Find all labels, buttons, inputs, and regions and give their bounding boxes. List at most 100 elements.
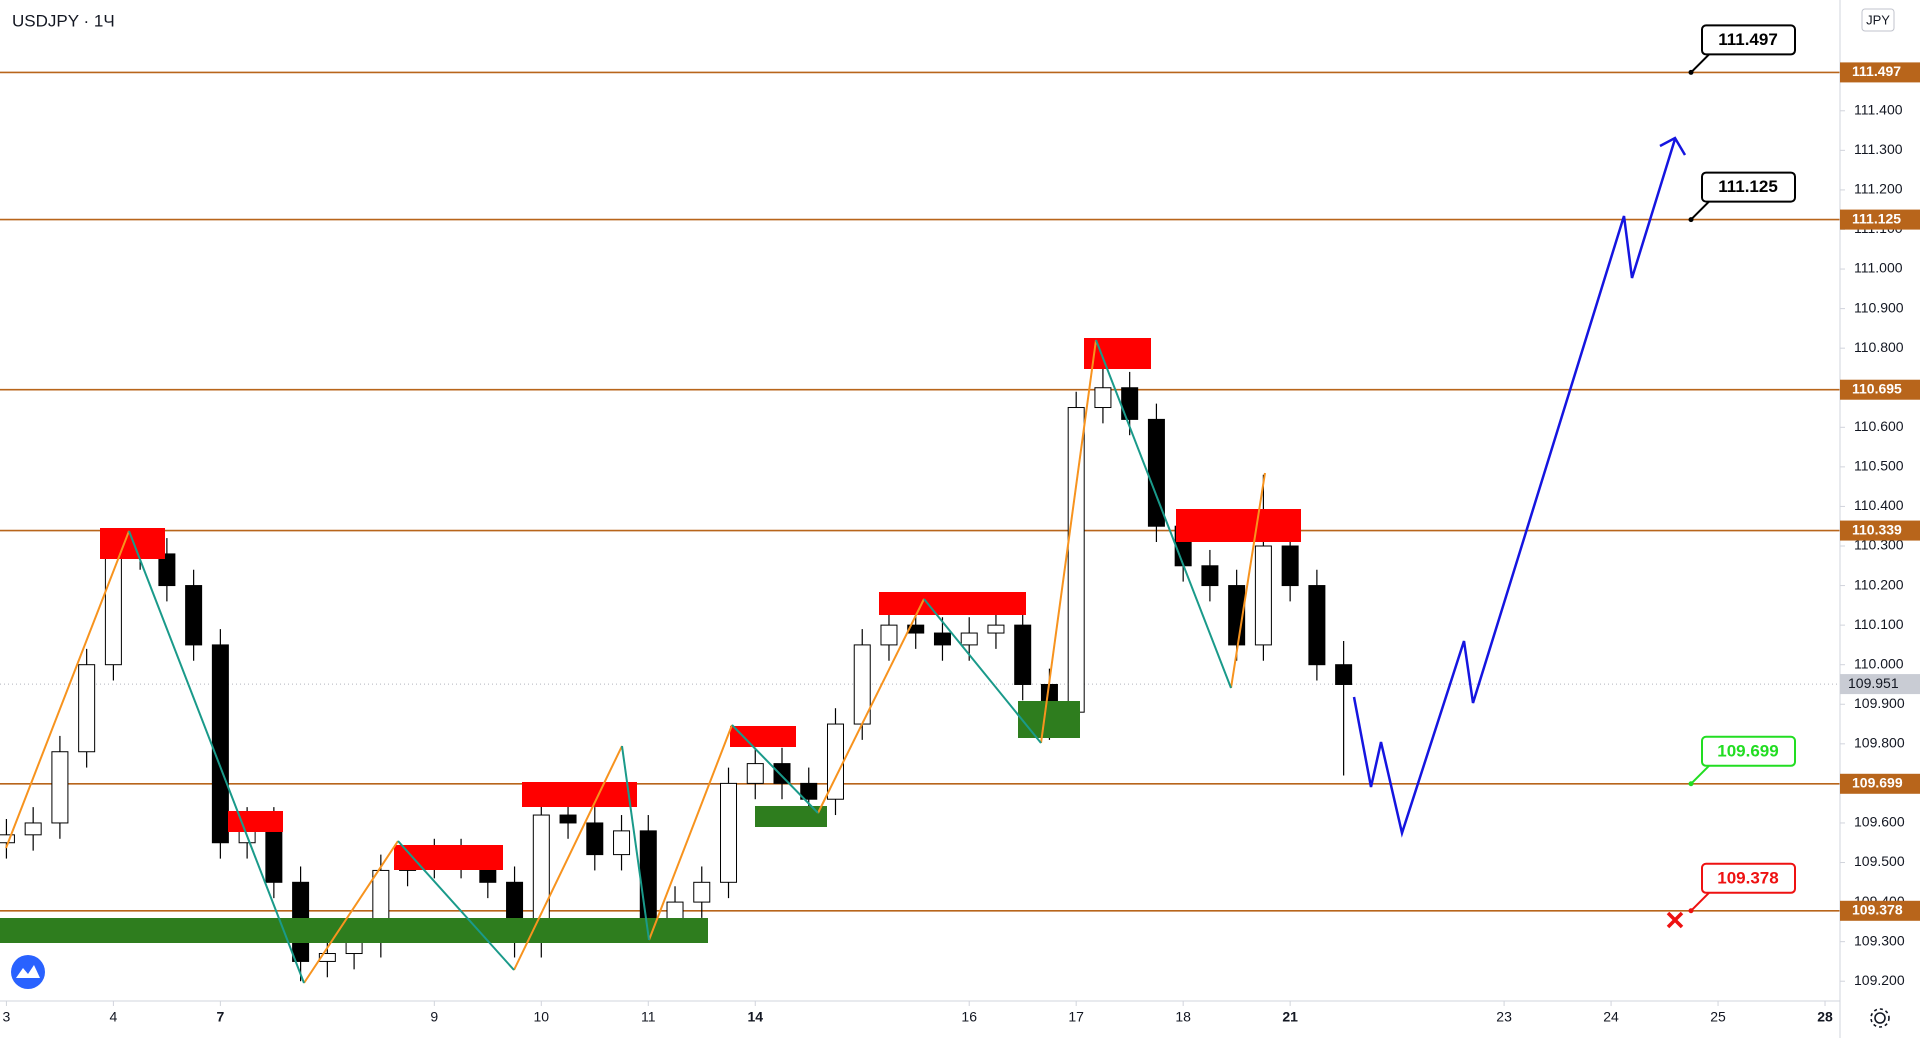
y-tick-label: 110.900 [1854, 299, 1904, 315]
x-tick-label: 9 [430, 1009, 438, 1025]
settings-button[interactable] [1870, 1008, 1890, 1028]
candle-body [586, 822, 604, 856]
candle-body [559, 814, 577, 824]
zigzag-up [1040, 339, 1097, 744]
level-badge [1840, 209, 1920, 230]
level-badge [1840, 900, 1920, 921]
candle-body [1254, 545, 1272, 646]
candle-body [78, 664, 96, 753]
x-tick-label: 28 [1817, 1009, 1833, 1025]
projection-arrowhead [1659, 136, 1687, 156]
demand-zone [755, 806, 827, 827]
supply-zone [100, 528, 165, 559]
zigzag-down [923, 598, 1042, 744]
candle-body [104, 545, 122, 666]
zigzag-down [397, 840, 515, 971]
candle-body [800, 782, 818, 800]
zigzag-up [648, 724, 733, 941]
candle-body [0, 834, 15, 844]
callout-anchor [1688, 69, 1694, 75]
x-tick-label: 10 [534, 1009, 550, 1025]
candle-body [960, 632, 978, 646]
chart-title: USDJPY · 1Ч [12, 11, 115, 30]
y-tick-label: 109.600 [1854, 814, 1905, 830]
level-badge [1840, 379, 1920, 400]
level-badge [1840, 773, 1920, 794]
y-tick-label: 110.500 [1854, 458, 1904, 474]
callout-label: 109.378 [1717, 868, 1778, 887]
x-tick-label: 14 [747, 1009, 763, 1025]
supply-zone [1176, 509, 1301, 542]
x-tick-label: 3 [3, 1009, 11, 1025]
callout-anchor [1688, 908, 1694, 914]
zigzag-up [817, 598, 925, 814]
y-tick-label: 110.800 [1854, 339, 1904, 355]
candle-body [613, 830, 631, 856]
projection-path [1352, 138, 1677, 838]
level-label: 110.339 [1852, 521, 1902, 537]
candle-body [1067, 407, 1085, 713]
y-tick-label: 109.300 [1854, 932, 1905, 948]
x-tick-label: 7 [216, 1009, 224, 1025]
settings-icon [1870, 1008, 1890, 1028]
y-tick-label: 109.800 [1854, 735, 1905, 751]
y-tick-label: 109.900 [1854, 695, 1905, 711]
logo[interactable] [11, 955, 45, 989]
candle-body [211, 644, 229, 844]
candle-body [1281, 545, 1299, 587]
candle-body [1308, 585, 1326, 666]
candle-body [1335, 664, 1353, 685]
zigzag [5, 339, 1266, 984]
zigzag-up [513, 745, 623, 971]
x-tick-label: 11 [641, 1009, 656, 1025]
candle-body [907, 624, 925, 634]
callout-box [1701, 24, 1796, 56]
callout-box [1701, 862, 1796, 894]
logo-mark [16, 965, 40, 978]
demand-zone [1018, 701, 1080, 738]
x-tick-label: 24 [1603, 1009, 1619, 1025]
candle-body [1201, 565, 1219, 587]
candle-body [24, 822, 42, 836]
demand-zone [0, 918, 708, 943]
x-tick-label: 21 [1282, 1009, 1298, 1025]
x-tick-label: 4 [109, 1009, 117, 1025]
callout-label: 109.699 [1717, 741, 1778, 760]
stop-mark-stroke [1666, 911, 1684, 929]
level-badge [1840, 62, 1920, 83]
y-tick-label: 110.000 [1854, 655, 1904, 671]
supply-zone [730, 726, 796, 747]
supply-zone [394, 845, 503, 870]
x-tick-label: 23 [1496, 1009, 1512, 1025]
zigzag-down [1095, 339, 1232, 689]
supply-zone [522, 782, 637, 807]
candle-body [933, 632, 951, 646]
candle-body [880, 624, 898, 646]
callout-box [1701, 171, 1796, 203]
stop-mark [1666, 911, 1684, 929]
candle-body [987, 624, 1005, 634]
y-tick-label: 111.300 [1854, 141, 1903, 157]
y-tick-label: 110.100 [1854, 616, 1904, 632]
y-tick-label: 111.000 [1854, 260, 1903, 276]
y-tick-label: 110.400 [1854, 497, 1904, 513]
candle-body [693, 881, 711, 903]
x-tick-label: 16 [961, 1009, 977, 1025]
callout-anchor [1688, 781, 1694, 787]
callout-box [1701, 735, 1796, 767]
candle-body [773, 763, 791, 784]
candle-body [639, 830, 657, 927]
x-tick-label: 25 [1710, 1009, 1726, 1025]
level-label: 109.378 [1852, 901, 1903, 917]
zigzag-up [303, 840, 399, 984]
y-tick-label: 109.500 [1854, 853, 1905, 869]
y-tick-label: 110.300 [1854, 537, 1904, 553]
supply-zone [879, 592, 1026, 615]
zigzag-up [5, 530, 130, 849]
zigzag-down [128, 530, 305, 984]
last-price-label: 109.951 [1848, 675, 1899, 691]
candle-body [51, 751, 69, 824]
price-axis-background [1840, 0, 1920, 1038]
